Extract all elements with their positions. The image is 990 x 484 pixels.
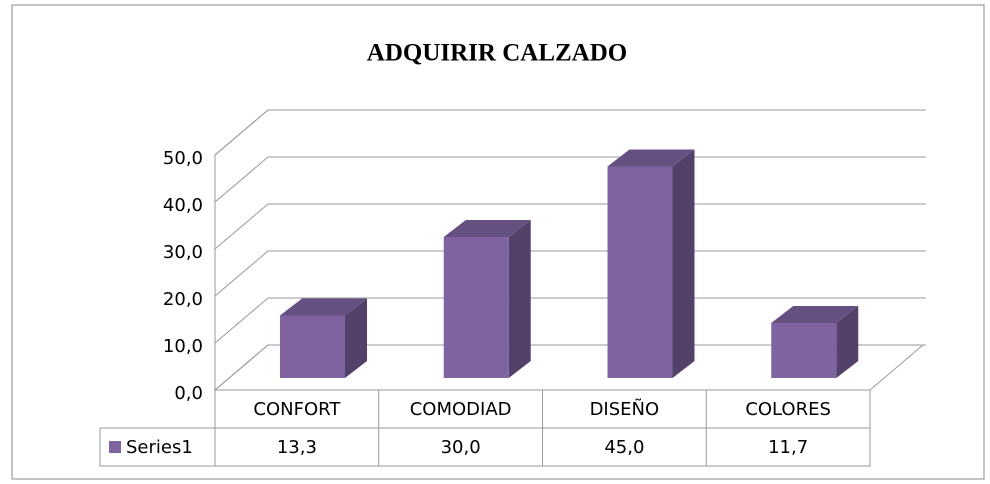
bar-top (443, 220, 531, 237)
y-tick-label: 20,0 (163, 289, 203, 310)
grid-line (214, 344, 926, 391)
grid-line (214, 156, 926, 203)
bar (607, 166, 673, 378)
data-label: 45,0 (604, 437, 644, 458)
bar-side (345, 298, 367, 378)
bar (771, 323, 837, 378)
bar-side (508, 220, 531, 378)
chart-title: ADQUIRIR CALZADO (367, 40, 627, 67)
legend-label: Series1 (126, 437, 193, 458)
x-tick-label: CONFORT (253, 399, 341, 420)
legend-swatch (109, 441, 121, 453)
data-label: 11,7 (768, 437, 808, 458)
y-tick-label: 10,0 (163, 336, 203, 357)
bar-top (771, 306, 859, 324)
y-tick-label: 40,0 (163, 195, 203, 216)
grid-line (214, 297, 926, 344)
table-border (99, 428, 215, 467)
x-tick-label: COMODIAD (410, 399, 512, 420)
data-label: 30,0 (441, 437, 481, 458)
bar-side (672, 149, 695, 378)
y-tick-label: 50,0 (163, 148, 203, 169)
grid-line (214, 203, 926, 250)
grid-line (214, 109, 926, 156)
grid-line (214, 250, 926, 297)
data-label: 13,3 (277, 437, 317, 458)
bar-side (836, 306, 859, 378)
bar (280, 315, 345, 378)
bar-top (607, 149, 695, 167)
y-tick-label: 0,0 (174, 383, 203, 404)
x-tick-label: DISEÑO (590, 398, 660, 420)
y-tick-label: 30,0 (163, 242, 203, 263)
bar (443, 237, 509, 378)
x-tick-label: COLORES (745, 399, 831, 420)
bar-top (280, 298, 367, 316)
